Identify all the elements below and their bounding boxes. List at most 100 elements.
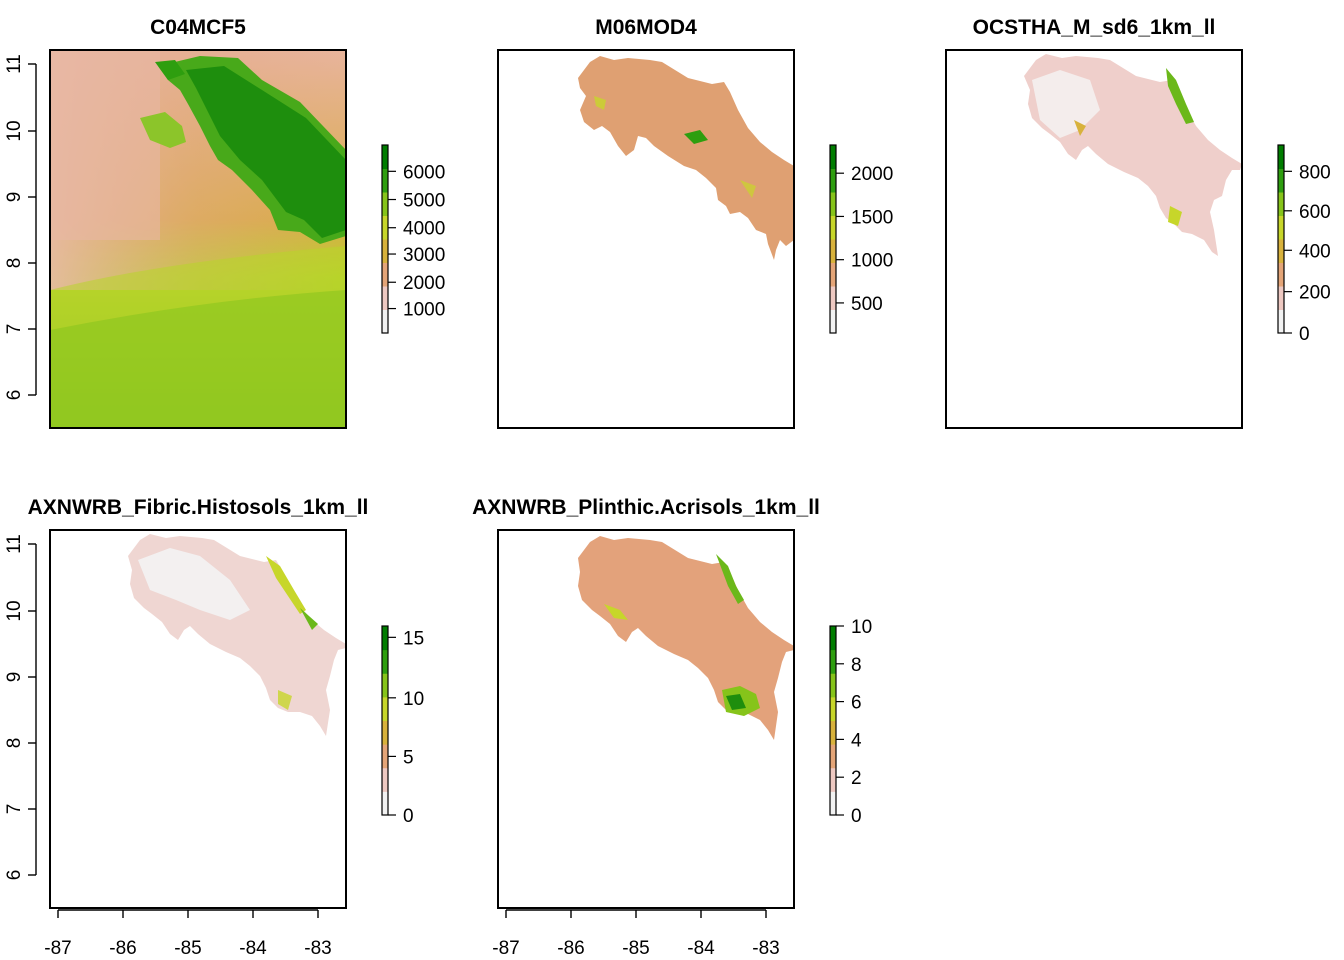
legend-tick-label: 2000 — [851, 164, 893, 185]
x-tick-label: -85 — [622, 938, 649, 959]
legend-tick-label: 1000 — [403, 300, 445, 321]
x-tick-label: -83 — [304, 938, 331, 959]
y-tick-label: 8 — [4, 258, 25, 269]
legend-color-step — [382, 239, 388, 263]
legend-color-step — [1278, 192, 1284, 216]
legend-tick-label: 0 — [851, 806, 862, 827]
legend-color-step — [830, 286, 836, 310]
legend-tick-label: 4 — [851, 730, 862, 751]
legend-color-step — [382, 649, 388, 674]
panel-title: M06MOD4 — [595, 16, 697, 39]
legend-color-step — [1278, 309, 1284, 334]
legend-color-step — [830, 673, 836, 698]
legend-tick-label: 4000 — [403, 219, 445, 240]
legend-color-step — [1278, 262, 1284, 287]
x-tick-label: -84 — [239, 938, 267, 959]
legend-color-step — [830, 309, 836, 334]
legend-color-step — [830, 720, 836, 745]
legend-tick-label: 1500 — [851, 207, 893, 228]
legend-color-step — [382, 791, 388, 816]
legend-tick-label: 5000 — [403, 191, 445, 212]
legend-color-step — [830, 168, 836, 193]
y-tick-label: 7 — [4, 324, 25, 335]
legend-color-step — [1278, 168, 1284, 193]
axes-layer: 11 10 9 8 7 6 11 10 9 8 7 6 -87 -86 -85 -84 -83 -87 -86 -85… — [4, 54, 780, 959]
legend-tick-label: 5 — [403, 747, 414, 768]
legend-tick-label: 10 — [403, 689, 424, 710]
legend-color-step — [1278, 145, 1284, 169]
legend-tick-label: 1000 — [851, 251, 893, 272]
y-tick-label: 9 — [4, 192, 25, 203]
legend-color-step — [382, 215, 388, 240]
panel-c04mcf5: C04MCF5 — [50, 16, 346, 428]
y-tick-label: 10 — [4, 600, 25, 621]
legend-bar-outline — [829, 625, 837, 816]
legend-color-step — [830, 145, 836, 169]
legend-tick-label: 500 — [851, 294, 883, 315]
legend-color-step — [382, 673, 388, 698]
legend-color-step — [382, 626, 388, 651]
land-mass-acrisols — [578, 536, 794, 740]
x-tick-label: -83 — [752, 938, 779, 959]
legend-tick-label: 6000 — [403, 162, 445, 183]
legend-tick-label: 3000 — [403, 245, 445, 266]
x-tick-label: -86 — [109, 938, 136, 959]
legend-color-step — [830, 696, 836, 721]
legend-color-step — [830, 791, 836, 816]
x-tick-label: -87 — [492, 938, 519, 959]
legend-color-step — [382, 168, 388, 193]
map-frame — [945, 49, 1243, 429]
y-tick-label: 6 — [4, 390, 25, 401]
panel-histosols: AXNWRB_Fibric.Histosols_1km_ll — [28, 496, 369, 736]
legend-color-step — [382, 309, 388, 334]
legend-color-step — [382, 145, 388, 169]
legend-bar-outline — [829, 144, 837, 334]
y-tick-label: 10 — [4, 120, 25, 141]
legend-color-step — [830, 626, 836, 651]
legend-color-step — [382, 767, 388, 792]
raster-c04mcf5 — [50, 50, 346, 428]
legend-tick-label: 15 — [403, 628, 424, 649]
y-tick-label: 11 — [4, 54, 25, 74]
panel-title: C04MCF5 — [150, 16, 246, 39]
legend-OCSTHA: 800 600 400 200 0 — [1277, 144, 1331, 345]
legend-tick-label: 0 — [403, 806, 414, 827]
x-tick-label: -86 — [557, 938, 584, 959]
legend-color-step — [382, 262, 388, 287]
panel-ocstha: OCSTHA_M_sd6_1km_ll — [973, 16, 1242, 256]
legend-tick-label: 0 — [1299, 324, 1310, 345]
legend-tick-label: 800 — [1299, 162, 1331, 183]
map-frame — [49, 49, 347, 429]
legend-color-step — [382, 720, 388, 745]
legend-Histosols: 15 10 5 0 — [381, 625, 424, 827]
panel-title: AXNWRB_Plinthic.Acrisols_1km_ll — [472, 496, 820, 519]
legend-color-step — [1278, 239, 1284, 263]
legend-color-step — [382, 696, 388, 721]
panel-m06mod4: M06MOD4 — [578, 16, 794, 260]
legend-color-step — [1278, 286, 1284, 310]
panel-title: OCSTHA_M_sd6_1km_ll — [973, 16, 1216, 39]
legend-color-step — [382, 192, 388, 216]
legend-tick-label: 8 — [851, 655, 862, 676]
legend-color-step — [382, 286, 388, 310]
y-tick-label: 8 — [4, 738, 25, 749]
legend-color-step — [382, 744, 388, 769]
x-tick-label: -85 — [174, 938, 201, 959]
legend-tick-label: 200 — [1299, 283, 1331, 304]
legend-Acrisols: 10 8 6 4 2 0 — [829, 617, 872, 827]
legend-color-step — [830, 192, 836, 216]
legend-M06MOD4: 2000 1500 1000 500 — [829, 144, 893, 334]
legend-tick-label: 2 — [851, 768, 862, 789]
legend-color-step — [830, 239, 836, 263]
legend-layer: 6000500040003000200010002000150010005008… — [381, 144, 1331, 827]
panel-title: AXNWRB_Fibric.Histosols_1km_ll — [28, 496, 369, 519]
legend-bar-outline — [381, 625, 389, 816]
legend-color-step — [830, 215, 836, 240]
legend-tick-label: 2000 — [403, 273, 445, 294]
legend-tick-label: 10 — [851, 617, 872, 638]
y-tick-label: 11 — [4, 534, 25, 554]
legend-color-step — [830, 744, 836, 769]
legend-bar-outline — [1277, 144, 1285, 334]
legend-color-step — [830, 649, 836, 674]
legend-color-step — [830, 767, 836, 792]
